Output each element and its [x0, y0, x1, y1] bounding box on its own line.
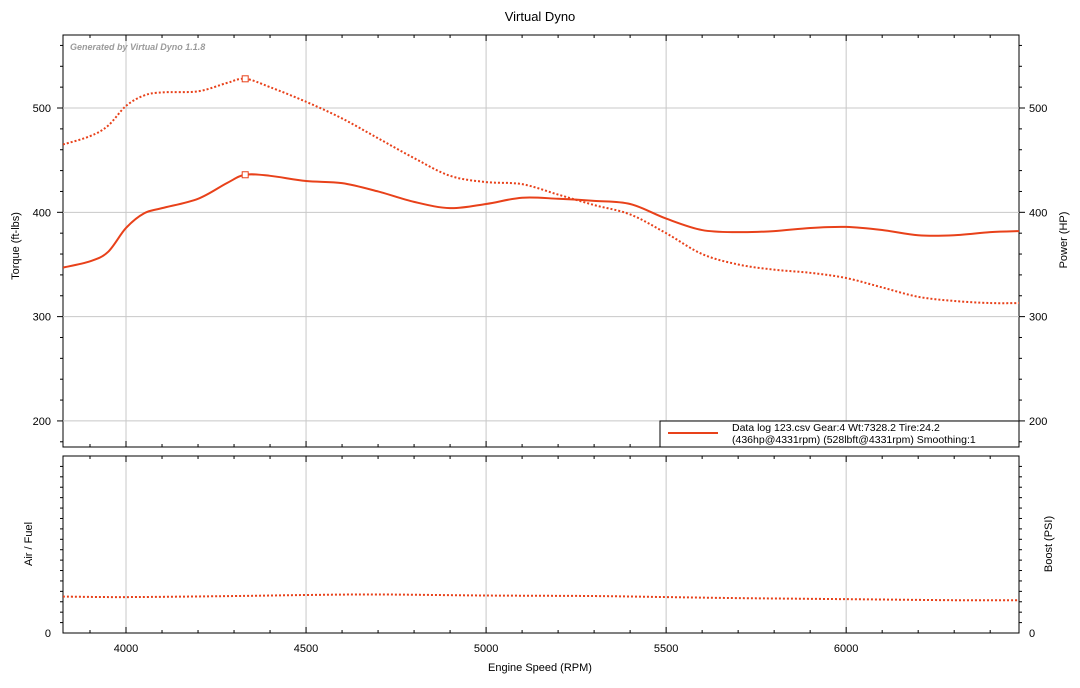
- bottom-ylabel-left: Air / Fuel: [23, 522, 35, 566]
- x-tick-labels: 4000 4500 5000 5500 6000: [114, 643, 859, 655]
- x-tick-label: 5000: [474, 643, 498, 655]
- watermark-text: Generated by Virtual Dyno 1.1.8: [70, 42, 205, 52]
- power-series-line: [63, 173, 1019, 269]
- legend-line-1: Data log 123.csv Gear:4 Wt:7328.2 Tire:2…: [732, 422, 940, 434]
- x-axis-label: Engine Speed (RPM): [488, 662, 592, 674]
- top-y-tick-label-right: 500: [1029, 103, 1047, 115]
- top-y-tick-label-right: 300: [1029, 312, 1047, 324]
- top-series-group: [63, 75, 1019, 305]
- chart-title: Virtual Dyno: [505, 9, 576, 24]
- boost-series-line: [63, 593, 1019, 602]
- top-y-tick-label-right: 400: [1029, 207, 1047, 219]
- x-tick-label: 4000: [114, 643, 138, 655]
- power-peak-marker: [241, 171, 249, 179]
- top-ylabel-left: Torque (ft-lbs): [10, 212, 22, 280]
- top-axis-ticks: 200 200 300 300 400 400 500 500: [33, 35, 1047, 447]
- top-y-tick-label-left: 500: [33, 103, 51, 115]
- legend-line-2: (436hp@4331rpm) (528lbft@4331rpm) Smooth…: [732, 434, 976, 446]
- top-y-tick-label-right: 200: [1029, 416, 1047, 428]
- bottom-ylabel-right: Boost (PSI): [1043, 516, 1055, 572]
- bottom-grid: [125, 456, 847, 633]
- top-y-tick-label-left: 400: [33, 207, 51, 219]
- top-y-tick-label-left: 300: [33, 312, 51, 324]
- top-plot-area: [62, 34, 1020, 448]
- x-tick-label: 4500: [294, 643, 318, 655]
- bottom-y-tick-label-left: 0: [45, 628, 51, 640]
- legend: Data log 123.csv Gear:4 Wt:7328.2 Tire:2…: [659, 420, 1020, 448]
- torque-series-line: [63, 77, 1019, 305]
- top-ylabel-right: Power (HP): [1058, 212, 1070, 269]
- bottom-plot-area: [62, 455, 1020, 634]
- top-grid: [63, 35, 1019, 447]
- bottom-y-tick-label-right: 0: [1029, 628, 1035, 640]
- legend-box: [659, 420, 1020, 448]
- torque-peak-marker: [241, 75, 249, 83]
- x-tick-label: 6000: [834, 643, 858, 655]
- bottom-series-group: [63, 593, 1019, 602]
- top-y-tick-label-left: 200: [33, 416, 51, 428]
- x-tick-label: 5500: [654, 643, 678, 655]
